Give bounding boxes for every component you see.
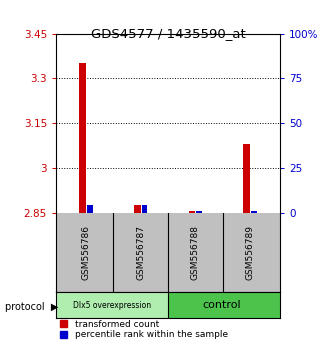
Bar xyxy=(189,211,195,213)
Text: GSM556786: GSM556786 xyxy=(82,225,91,280)
Bar xyxy=(87,205,92,213)
Bar xyxy=(251,211,257,213)
Text: protocol  ▶: protocol ▶ xyxy=(5,302,58,312)
Bar xyxy=(134,205,141,213)
Text: GSM556789: GSM556789 xyxy=(245,225,254,280)
Bar xyxy=(196,211,202,213)
Legend: transformed count, percentile rank within the sample: transformed count, percentile rank withi… xyxy=(58,318,229,341)
Text: control: control xyxy=(202,301,241,310)
Text: GDS4577 / 1435590_at: GDS4577 / 1435590_at xyxy=(91,27,245,40)
Text: GSM556787: GSM556787 xyxy=(136,225,145,280)
Bar xyxy=(56,292,168,318)
Bar xyxy=(244,144,250,213)
Bar xyxy=(142,205,147,213)
Text: Dlx5 overexpression: Dlx5 overexpression xyxy=(73,301,151,310)
Bar xyxy=(168,292,280,318)
Text: GSM556788: GSM556788 xyxy=(191,225,200,280)
Bar xyxy=(79,63,86,213)
